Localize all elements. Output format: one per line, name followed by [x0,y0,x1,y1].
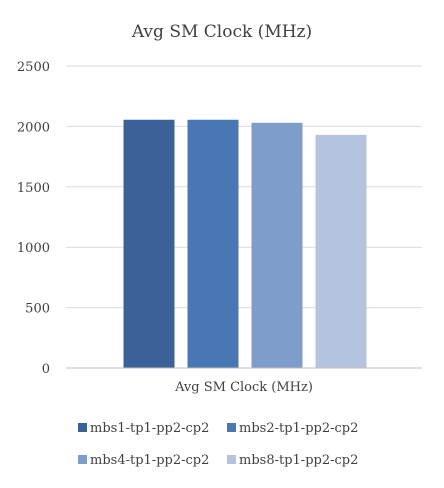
legend-entry: mbs4-tp1-pp2-cp2 [78,453,209,468]
y-tick-label: 500 [25,302,50,317]
legend-swatch [227,455,236,464]
bar-mbs8-tp1-pp2-cp2 [315,134,367,368]
legend-swatch [227,423,236,432]
y-tick-label: 1500 [17,181,50,196]
legend-label: mbs1-tp1-pp2-cp2 [90,421,209,436]
bar-mbs1-tp1-pp2-cp2 [123,119,175,368]
legend-label: mbs8-tp1-pp2-cp2 [239,453,358,468]
bar-mbs4-tp1-pp2-cp2 [251,122,303,368]
legend-entry: mbs1-tp1-pp2-cp2 [78,421,209,436]
y-tick-label: 2000 [17,120,50,135]
bar-mbs2-tp1-pp2-cp2 [187,119,239,368]
legend-label: mbs2-tp1-pp2-cp2 [239,421,358,436]
y-tick-label: 0 [42,362,50,377]
chart-title: Avg SM Clock (MHz) [131,22,312,42]
y-tick-label: 1000 [17,241,50,256]
legend-entry: mbs8-tp1-pp2-cp2 [227,453,358,468]
legend-label: mbs4-tp1-pp2-cp2 [90,453,209,468]
legend-swatch [78,423,87,432]
legend-swatch [78,455,87,464]
x-category-label: Avg SM Clock (MHz) [174,380,313,395]
y-tick-label: 2500 [17,60,50,75]
legend-entry: mbs2-tp1-pp2-cp2 [227,421,358,436]
